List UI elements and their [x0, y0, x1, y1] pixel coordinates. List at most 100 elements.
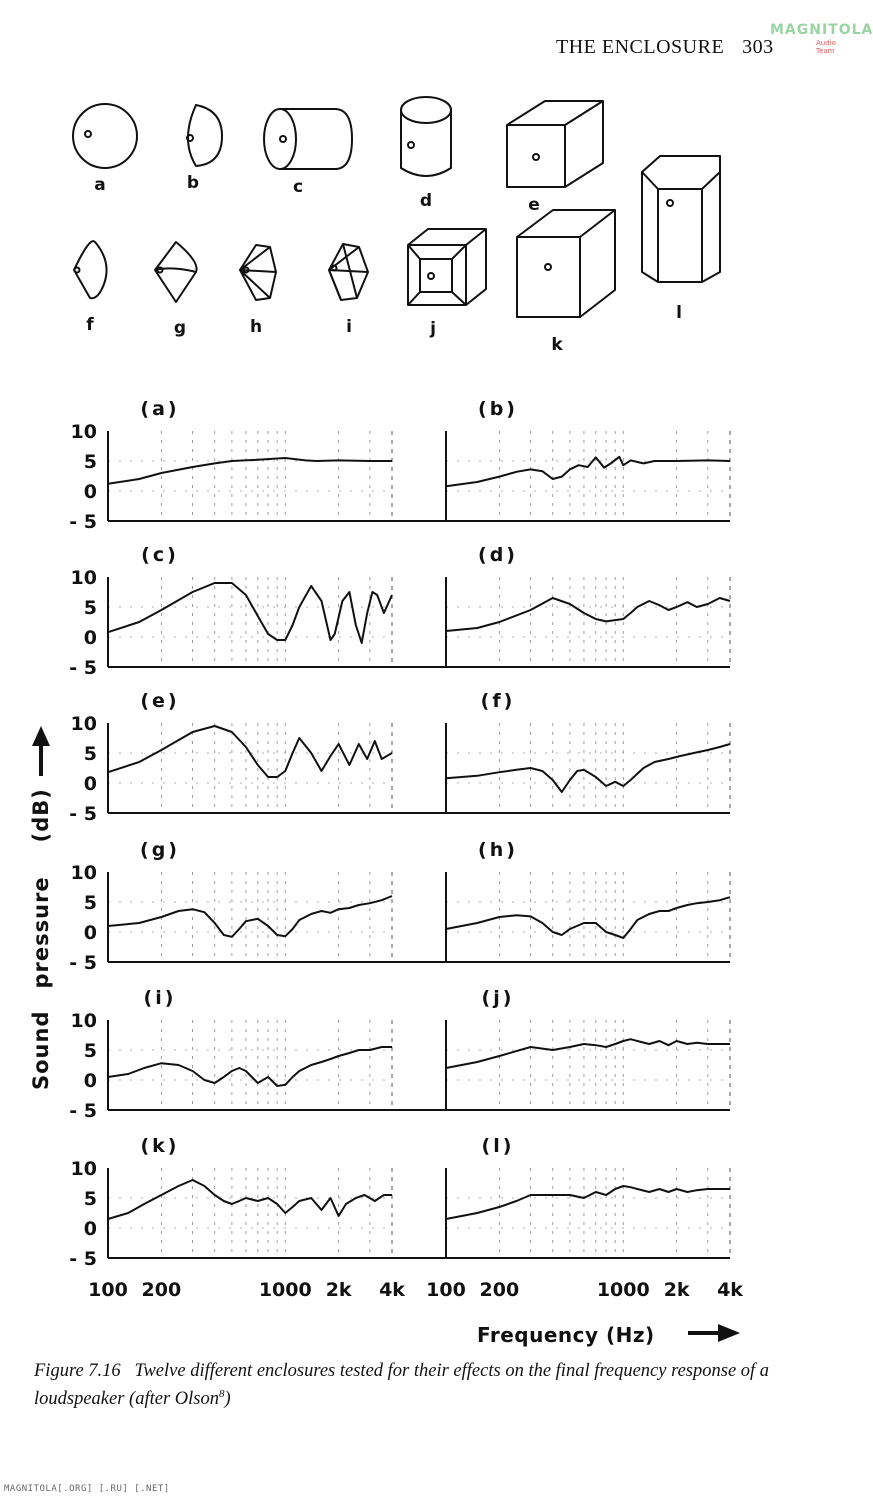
y-tick-label: 0: [84, 922, 97, 944]
enclosure-shape-i: [328, 243, 369, 301]
watermark-logo: MAGNITOLA Audio Team: [770, 22, 872, 55]
y-tick-label: 10: [71, 1158, 97, 1180]
response-curve: [445, 1185, 730, 1220]
y-axis-title: Sound pressure (dB): [29, 788, 53, 1090]
y-tick-label: 0: [84, 773, 97, 795]
panel-b: (b): [445, 398, 731, 521]
y-tick-label: 10: [71, 862, 97, 884]
x-tick-label: 4k: [379, 1279, 405, 1301]
panel-label: (a): [140, 398, 179, 420]
watermark-text: MAGNITOLA: [770, 22, 873, 38]
response-curve: [445, 896, 731, 939]
shape-letter-d: d: [420, 191, 432, 211]
shape-letter-h: h: [250, 317, 262, 337]
y-tick-label: 10: [71, 567, 97, 589]
enclosure-shape-a: [72, 103, 138, 169]
shape-letter-e: e: [528, 195, 540, 215]
shape-letter-l: l: [676, 303, 682, 323]
y-axis-title-word3: (dB): [29, 788, 53, 842]
panel-label: (h): [478, 839, 518, 861]
y-tick-label: 0: [84, 1070, 97, 1092]
y-tick-label: 0: [84, 1218, 97, 1240]
caption-label: Figure 7.16: [34, 1361, 121, 1381]
panel-label: (i): [144, 987, 177, 1009]
caption-reference: 8: [218, 1388, 225, 1400]
response-curve: [107, 457, 392, 485]
y-tick-label: 5: [84, 892, 97, 914]
shape-letter-b: b: [187, 173, 199, 193]
y-tick-label: - 5: [69, 1248, 97, 1270]
response-curve: [445, 597, 731, 632]
caption-text: Twelve different enclosures tested for t…: [34, 1361, 770, 1410]
enclosure-shapes: [72, 96, 721, 318]
x-tick-label: 2k: [664, 1279, 690, 1301]
y-axis-title-word1: Sound: [29, 1011, 53, 1090]
panel-g: (g): [107, 839, 393, 962]
enclosure-shape-e: [506, 100, 604, 188]
panel-l: (l): [445, 1135, 731, 1258]
panel-label: (f): [481, 690, 516, 712]
figure-caption: Figure 7.16 Twelve different enclosures …: [34, 1360, 844, 1411]
y-tick-label: - 5: [69, 952, 97, 974]
enclosure-shape-c: [263, 108, 353, 170]
y-tick-label: 5: [84, 1040, 97, 1062]
enclosure-shape-k: [516, 209, 616, 318]
response-curve: [107, 895, 393, 938]
panel-j: (j): [445, 987, 731, 1110]
x-tick-label: 200: [480, 1279, 520, 1301]
y-tick-label: 5: [84, 743, 97, 765]
shape-letter-j: j: [429, 319, 436, 339]
panel-c: (c): [107, 544, 393, 667]
panel-label: (e): [140, 690, 179, 712]
response-curve: [107, 1046, 392, 1087]
caption-close: ): [224, 1389, 231, 1410]
x-tick-label: 200: [142, 1279, 182, 1301]
panel-label: (j): [482, 987, 515, 1009]
x-tick-label: 1000: [259, 1279, 312, 1301]
enclosure-shape-g: [154, 241, 198, 303]
x-tick-label: 2k: [326, 1279, 352, 1301]
y-tick-label: 5: [84, 1188, 97, 1210]
panel-h: (h): [445, 839, 731, 962]
shape-letter-i: i: [346, 317, 352, 337]
panel-i: (i): [107, 987, 393, 1110]
panel-label: (g): [140, 839, 180, 861]
shape-letter-c: c: [293, 177, 303, 197]
enclosure-shape-d: [400, 96, 452, 177]
enclosure-shape-j: [407, 228, 487, 306]
panel-d: (d): [445, 544, 731, 667]
shape-letter-a: a: [94, 175, 105, 195]
shape-letter-g: g: [174, 318, 186, 338]
y-tick-label: - 5: [69, 511, 97, 533]
x-tick-label: 100: [426, 1279, 466, 1301]
y-tick-label: 10: [71, 421, 97, 443]
panel-k: (k): [107, 1135, 393, 1258]
x-axis-arrowhead: [718, 1324, 740, 1342]
panel-a: (a): [107, 398, 393, 521]
x-tick-label: 1000: [597, 1279, 650, 1301]
response-curve: [445, 1038, 730, 1069]
x-axis-title: Frequency (Hz): [477, 1323, 655, 1347]
enclosure-shape-h: [239, 244, 277, 301]
x-tick-label: 4k: [717, 1279, 743, 1301]
panel-label: (d): [478, 544, 518, 566]
y-tick-label: 5: [84, 597, 97, 619]
y-axis-title-word2: pressure: [29, 876, 53, 988]
panel-e: (e): [107, 690, 393, 813]
enclosure-shape-b: [186, 104, 223, 167]
panel-f: (f): [445, 690, 731, 813]
enclosure-shape-f: [73, 240, 108, 300]
panel-label: (k): [140, 1135, 179, 1157]
y-tick-label: 10: [71, 713, 97, 735]
response-curve: [445, 743, 731, 793]
response-curve: [107, 1179, 392, 1220]
header-title: THE ENCLOSURE: [556, 36, 725, 58]
running-header: THE ENCLOSURE 303: [556, 36, 774, 59]
panel-label: (b): [478, 398, 518, 420]
enclosure-shape-l: [641, 155, 721, 283]
response-curve: [107, 582, 393, 644]
panel-label: (l): [482, 1135, 515, 1157]
y-tick-label: - 5: [69, 1100, 97, 1122]
y-tick-label: 10: [71, 1010, 97, 1032]
